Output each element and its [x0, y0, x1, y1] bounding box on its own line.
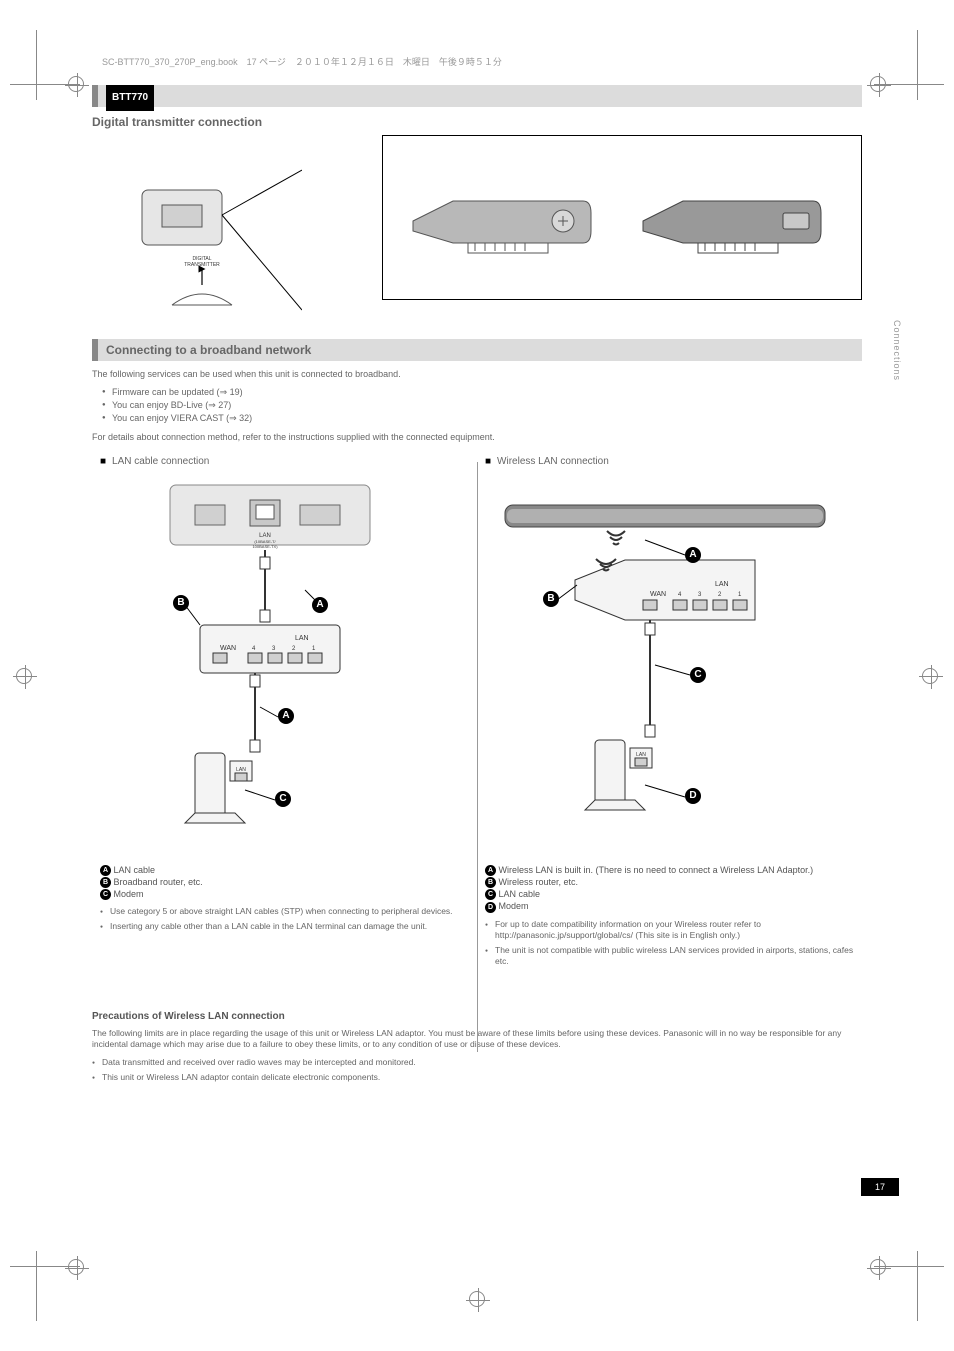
network-followup: For details about connection method, ref…	[92, 432, 862, 442]
svg-text:TRANSMITTER: TRANSMITTER	[184, 262, 220, 268]
lan-legend: A LAN cable B Broadband router, etc. C M…	[100, 865, 469, 900]
wlan-diagram: WAN LAN 4321	[485, 475, 854, 855]
transmitter-figure: DIGITAL TRANSMITTER	[92, 135, 862, 325]
precaution-2: This unit or Wireless LAN adaptor contai…	[92, 1072, 862, 1083]
svg-text:WAN: WAN	[650, 591, 666, 598]
model-badge: BTT770	[106, 85, 154, 111]
lan-note-1: Use category 5 or above straight LAN cab…	[100, 906, 469, 917]
unit-with-transmitter: DIGITAL TRANSMITTER	[122, 165, 302, 318]
wlan-legend-B: B Wireless router, etc.	[485, 877, 854, 888]
network-intro: The following services can be used when …	[92, 369, 862, 379]
wlan-label-B: B	[543, 591, 559, 607]
svg-text:LAN: LAN	[236, 767, 246, 773]
lan-label-B: B	[173, 595, 189, 611]
wlan-note-1: For up to date compatibility information…	[485, 919, 854, 941]
svg-text:LAN: LAN	[636, 752, 646, 758]
wlan-label-A: A	[685, 547, 701, 563]
lan-legend-B: B Broadband router, etc.	[100, 877, 469, 888]
wlan-label-D: D	[685, 788, 701, 804]
lan-notes: Use category 5 or above straight LAN cab…	[100, 906, 469, 932]
lan-legend-C: C Modem	[100, 889, 469, 900]
column-divider	[477, 462, 478, 1052]
lan-label-A-mid: A	[278, 708, 294, 724]
precaution-1: Data transmitted and received over radio…	[92, 1057, 862, 1068]
network-feature-list: Firmware can be updated (⇒ 19) You can e…	[102, 387, 862, 424]
pdf-header: SC-BTT770_370_270P_eng.book 17 ページ ２０１０年…	[102, 55, 502, 68]
lan-note-2: Inserting any cable other than a LAN cab…	[100, 921, 469, 932]
page-content: SC-BTT770_370_270P_eng.book 17 ページ ２０１０年…	[92, 85, 862, 1200]
wlan-legend-C: C LAN cable	[485, 889, 854, 900]
wlan-notes: For up to date compatibility information…	[485, 919, 854, 967]
transmitter-closeup	[382, 135, 862, 300]
lan-legend-A: A LAN cable	[100, 865, 469, 876]
feature-vieracast: You can enjoy VIERA CAST (⇒ 32)	[102, 413, 862, 424]
wlan-legend-A: A Wireless LAN is built in. (There is no…	[485, 865, 854, 876]
connection-columns: LAN cable connection LAN (10BASE-T/ 100B…	[92, 452, 862, 971]
wlan-label-C: C	[690, 667, 706, 683]
model-section-bar: BTT770	[92, 85, 862, 107]
feature-firmware: Firmware can be updated (⇒ 19)	[102, 387, 862, 398]
lan-diagram: LAN (10BASE-T/ 100BASE-TX) WAN LAN 4321	[100, 475, 469, 855]
wlan-legend: A Wireless LAN is built in. (There is no…	[485, 865, 854, 913]
network-section-bar: Connecting to a broadband network	[92, 339, 862, 361]
svg-text:WAN: WAN	[220, 645, 236, 652]
svg-text:LAN: LAN	[295, 635, 309, 642]
wlan-column: Wireless LAN connection WAN	[477, 452, 862, 971]
feature-bdlive: You can enjoy BD-Live (⇒ 27)	[102, 400, 862, 411]
svg-text:LAN: LAN	[715, 581, 729, 588]
precautions-list: Data transmitted and received over radio…	[92, 1057, 862, 1083]
lan-label-C: C	[275, 791, 291, 807]
wlan-legend-D: D Modem	[485, 901, 854, 912]
wlan-note-2: The unit is not compatible with public w…	[485, 945, 854, 967]
lan-heading: LAN cable connection	[100, 456, 469, 467]
lan-column: LAN cable connection LAN (10BASE-T/ 100B…	[92, 452, 477, 971]
side-section-label: Connections	[892, 320, 902, 381]
page-number: 17	[861, 1178, 899, 1196]
svg-text:100BASE-TX): 100BASE-TX)	[252, 544, 278, 549]
wlan-heading: Wireless LAN connection	[485, 456, 854, 467]
lan-label-A-top: A	[312, 597, 328, 613]
transmitter-section-title: Digital transmitter connection	[92, 115, 862, 129]
